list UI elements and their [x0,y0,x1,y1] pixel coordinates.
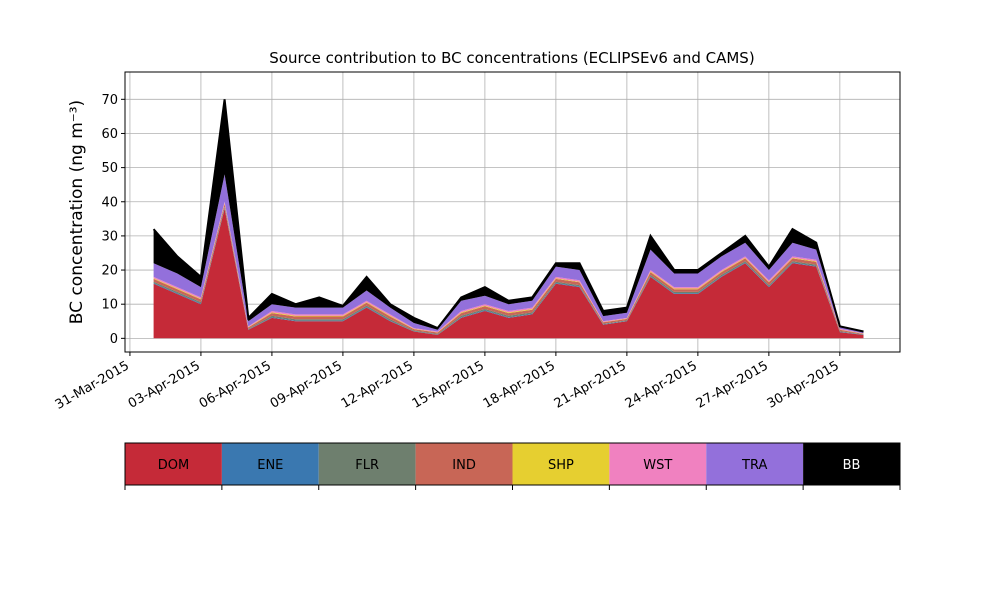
x-tick-label: 18-Apr-2015 [481,358,558,411]
legend-label: FLR [355,458,379,473]
legend-swatch [415,443,513,485]
legend-label: SHP [548,458,574,473]
legend-label: WST [643,458,672,473]
y-tick-label: 70 [101,93,118,108]
x-tick-label: 03-Apr-2015 [126,358,203,411]
legend-frame [124,442,901,486]
y-tick-label: 40 [101,195,118,210]
legend-swatch [609,443,707,485]
legend-label: IND [452,458,476,473]
x-tick-label: 31-Mar-2015 [53,358,132,412]
legend-swatch [125,443,222,485]
chart-title: Source contribution to BC concentrations… [269,49,754,67]
legend-swatch [221,443,319,485]
y-tick-label: 20 [101,264,118,279]
plot-frame [124,71,901,353]
y-tick-label: 60 [101,127,118,142]
y-tick-label: 10 [101,298,118,313]
legend-swatch [706,443,804,485]
area-dom [153,208,864,339]
x-tick-label: 06-Apr-2015 [197,358,274,411]
y-tick-label: 30 [101,229,118,244]
x-tick-label: 27-Apr-2015 [694,358,771,411]
x-tick-label: 21-Apr-2015 [552,358,629,411]
legend-label: TRA [741,458,767,473]
y-axis-label: BC concentration (ng m⁻³) [67,100,87,324]
legend-swatch [318,443,416,485]
x-tick-label: 12-Apr-2015 [339,358,416,411]
x-tick-label: 24-Apr-2015 [623,358,700,411]
x-tick-label: 30-Apr-2015 [765,358,842,411]
x-tick-label: 09-Apr-2015 [268,358,345,411]
total-outline [152,99,864,333]
x-tick-label: 15-Apr-2015 [410,358,487,411]
y-tick-label: 0 [110,332,118,347]
legend-swatch [803,443,900,485]
y-tick-label: 50 [101,161,118,176]
area-bb [153,99,864,333]
area-tra [153,174,864,334]
legend-label: BB [843,458,861,473]
legend-label: ENE [257,458,283,473]
legend-swatch [512,443,610,485]
legend-label: DOM [158,458,189,473]
